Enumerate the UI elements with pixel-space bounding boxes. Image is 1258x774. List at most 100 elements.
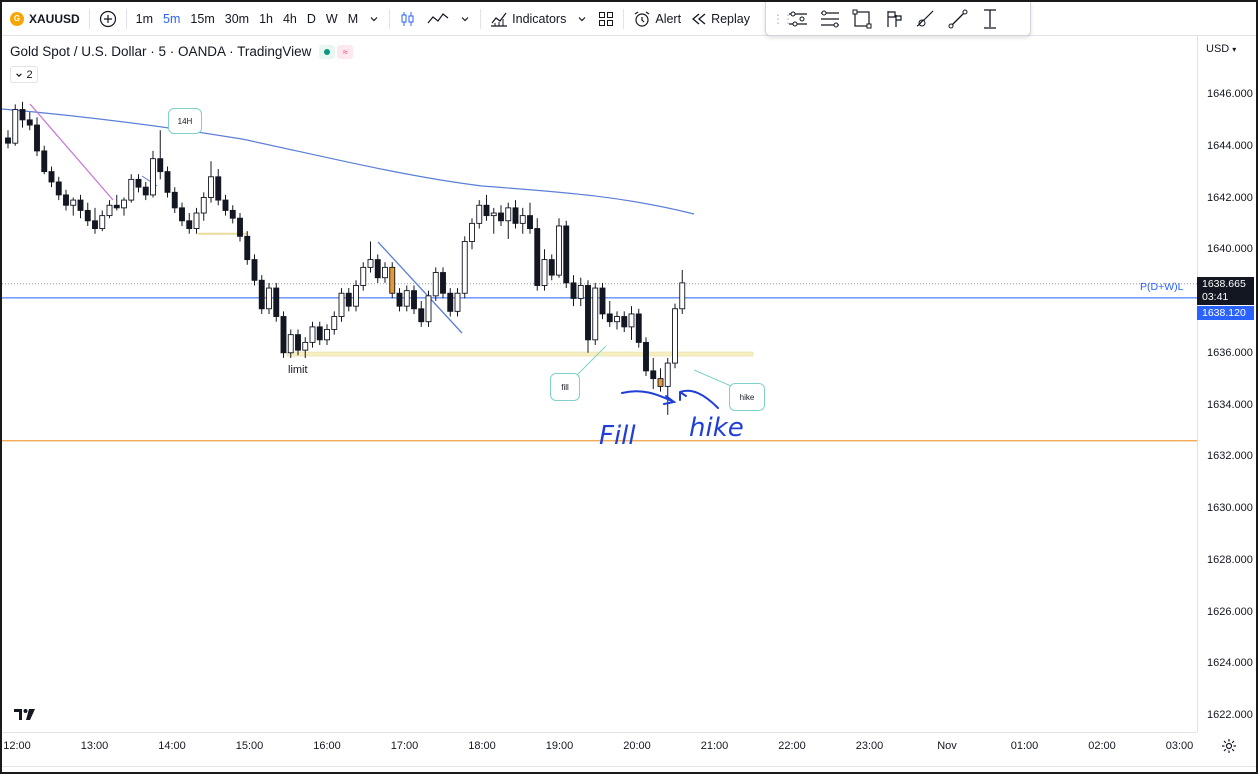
hand-arrow-curve <box>679 389 719 409</box>
indicators-collapse-toggle[interactable]: 2 <box>10 66 38 83</box>
candle-body <box>418 308 425 323</box>
price-tick-label: 1640.000 <box>1207 243 1253 256</box>
currency-label: USD <box>1206 43 1230 55</box>
timeframe-15m[interactable]: 15m <box>190 11 215 26</box>
fib-retracement-button[interactable] <box>814 4 846 34</box>
candle-body <box>142 186 149 196</box>
handwritten-fill: Fill <box>599 421 636 451</box>
candle-body <box>309 326 316 343</box>
candle-body <box>650 370 657 380</box>
candle-body <box>643 341 649 372</box>
timeframe-D[interactable]: D <box>306 11 316 26</box>
candle-body <box>164 171 171 193</box>
symbol-search[interactable]: G XAUUSD <box>2 2 85 36</box>
text-tool-button[interactable] <box>974 4 1006 34</box>
candles-chart-type-button[interactable] <box>394 2 422 36</box>
candle-body <box>34 124 40 152</box>
trend-line-button[interactable] <box>942 4 974 34</box>
candle-body <box>55 181 62 196</box>
candle-body <box>338 292 345 317</box>
candle-body <box>258 279 265 310</box>
level-price-tag: 1638.120 <box>1197 306 1254 320</box>
indicators-button[interactable]: Indicators <box>485 2 571 36</box>
fib-retracement-icon <box>821 10 839 27</box>
candle-body <box>215 176 222 201</box>
legend-badges: ≈ <box>319 44 354 59</box>
divider <box>480 8 482 29</box>
timeframe-1m[interactable]: 1m <box>135 11 154 26</box>
candle-body <box>432 272 439 297</box>
line-chart-icon <box>427 12 449 23</box>
time-axis-border <box>2 732 1197 733</box>
candle-body <box>577 285 584 299</box>
price-tick-label: 1626.000 <box>1207 605 1253 618</box>
trend-angle-button[interactable] <box>782 4 814 34</box>
trend-angle-icon <box>789 11 807 26</box>
drag-handle-icon[interactable]: ⋮⋮ <box>772 11 794 26</box>
note-hike[interactable]: hike <box>729 383 765 411</box>
candle-body <box>324 329 330 341</box>
candle-body <box>251 259 258 281</box>
note-fill[interactable]: fill <box>550 373 580 401</box>
flag-button[interactable] <box>878 4 910 34</box>
price-chart[interactable]: Fill hike <box>2 36 1197 732</box>
candle-body <box>541 259 548 286</box>
chart-type-dropdown[interactable] <box>454 2 476 36</box>
note-hike-text: hike <box>739 392 755 402</box>
pink-trend-line <box>29 103 114 201</box>
time-tick-label: Nov <box>937 740 957 752</box>
candle-body <box>295 334 301 351</box>
templates-button[interactable] <box>593 2 619 36</box>
chevron-down-icon: ▾ <box>1232 45 1237 54</box>
price-tick-label: 1634.000 <box>1207 398 1253 411</box>
time-tick-label: 20:00 <box>623 740 651 752</box>
timeframe-dropdown[interactable] <box>363 2 385 36</box>
candle-body <box>171 191 178 209</box>
candle-body <box>345 292 352 307</box>
candle-body <box>150 158 156 196</box>
indicators-dropdown[interactable] <box>571 2 593 36</box>
rectangle-button[interactable] <box>846 4 878 34</box>
timeframe-30m[interactable]: 30m <box>224 11 250 26</box>
candle-body <box>92 220 98 230</box>
candle-body <box>63 194 69 206</box>
candle-body <box>476 204 483 224</box>
note-14h[interactable]: 14H <box>168 108 202 134</box>
data-delay-icon[interactable]: ≈ <box>337 44 354 59</box>
timeframe-W[interactable]: W <box>325 11 338 26</box>
candle-body <box>5 137 11 144</box>
price-tick-label: 1630.000 <box>1207 502 1253 514</box>
chart-legend: Gold Spot / U.S. Dollar · 5 · OANDA · Tr… <box>10 44 354 59</box>
candle-body <box>41 150 48 173</box>
plus-circle-icon <box>99 10 116 27</box>
rectangle-icon <box>852 9 872 28</box>
timeframe-M[interactable]: M <box>347 11 359 26</box>
timeframe-5m[interactable]: 5m <box>163 11 181 26</box>
chevron-down-icon <box>578 16 586 21</box>
brush-button[interactable] <box>910 4 942 34</box>
replay-button[interactable]: Replay <box>686 2 755 36</box>
candle-body <box>19 109 26 121</box>
trend-line-icon <box>948 9 968 28</box>
brush-icon <box>916 10 934 27</box>
tradingview-logo-icon[interactable] <box>13 706 37 722</box>
timeframe-1h[interactable]: 1h <box>259 11 273 26</box>
candle-body <box>360 266 367 286</box>
candle-body <box>302 341 309 351</box>
candle-body <box>266 287 272 310</box>
candle-body <box>425 295 432 323</box>
currency-selector[interactable]: USD ▾ <box>1206 43 1236 55</box>
line-chart-type-button[interactable] <box>422 2 454 36</box>
timeframe-4h[interactable]: 4h <box>282 11 297 26</box>
indicators-label: Indicators <box>512 11 567 26</box>
candle-body <box>556 225 562 276</box>
compare-add-button[interactable] <box>94 2 122 36</box>
gear-icon[interactable] <box>1221 738 1237 754</box>
candle-body <box>534 228 541 286</box>
candle-body <box>70 199 77 206</box>
blue-trend-line <box>377 241 463 334</box>
time-tick-label: 16:00 <box>313 740 341 752</box>
alert-button[interactable]: Alert <box>628 2 686 36</box>
market-open-icon[interactable] <box>319 44 336 59</box>
